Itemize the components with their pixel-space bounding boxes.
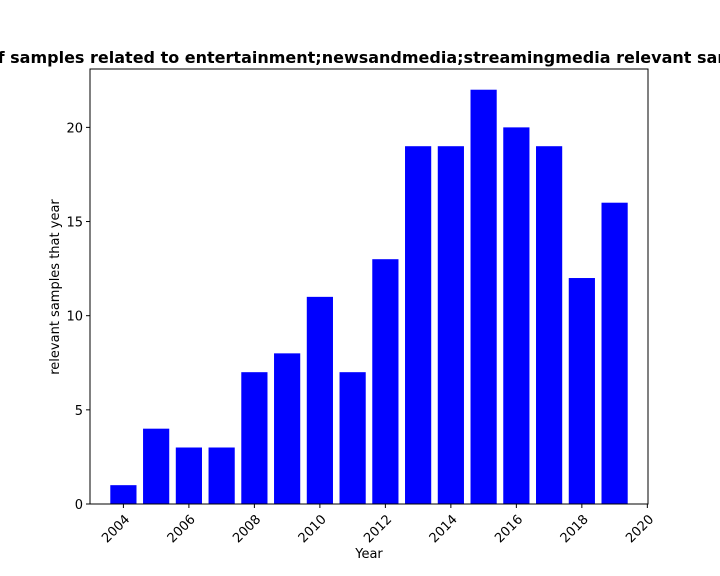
- x-tick-label: 2018: [558, 512, 592, 546]
- bar-2013: [405, 146, 432, 504]
- y-axis-label: relevant samples that year: [48, 199, 63, 375]
- bar-2019: [601, 202, 628, 504]
- x-axis-label: Year: [354, 547, 383, 562]
- chart-title: Percentage of samples related to enterta…: [0, 48, 720, 67]
- y-axis-ticks: 0 5 10 15 20: [66, 121, 90, 513]
- x-tick-label: 2004: [99, 512, 133, 546]
- x-axis-ticks: 2004 2006 2008 2010 2012 2014 2016 2018 2020: [99, 504, 657, 546]
- plot-frame: [89, 68, 649, 505]
- bar-2016: [503, 127, 530, 505]
- bars-group: [110, 89, 628, 505]
- bar-2004: [110, 485, 137, 504]
- bar-2006: [175, 447, 202, 504]
- y-tick-label: 0: [75, 498, 83, 513]
- bar-2005: [143, 428, 170, 504]
- y-tick-label: 15: [66, 216, 83, 231]
- x-tick-label: 2006: [165, 512, 199, 546]
- bar-2015: [470, 89, 497, 504]
- bar-2011: [339, 372, 366, 504]
- x-tick-label: 2020: [623, 512, 657, 546]
- bar-2012: [372, 259, 399, 504]
- bar-2018: [568, 278, 595, 504]
- x-tick-label: 2014: [427, 512, 461, 546]
- bar-2017: [536, 146, 563, 504]
- y-tick-label: 5: [75, 404, 83, 419]
- x-tick-label: 2010: [296, 512, 330, 546]
- y-tick-label: 20: [66, 121, 83, 136]
- bar-2010: [306, 296, 333, 504]
- bar-2014: [437, 146, 464, 504]
- bar-2009: [274, 353, 301, 504]
- x-tick-label: 2016: [492, 512, 526, 546]
- bar-2007: [208, 447, 235, 504]
- x-tick-label: 2008: [230, 512, 264, 546]
- x-tick-label: 2012: [361, 512, 395, 546]
- bar-2008: [241, 372, 268, 504]
- y-tick-label: 10: [66, 310, 83, 325]
